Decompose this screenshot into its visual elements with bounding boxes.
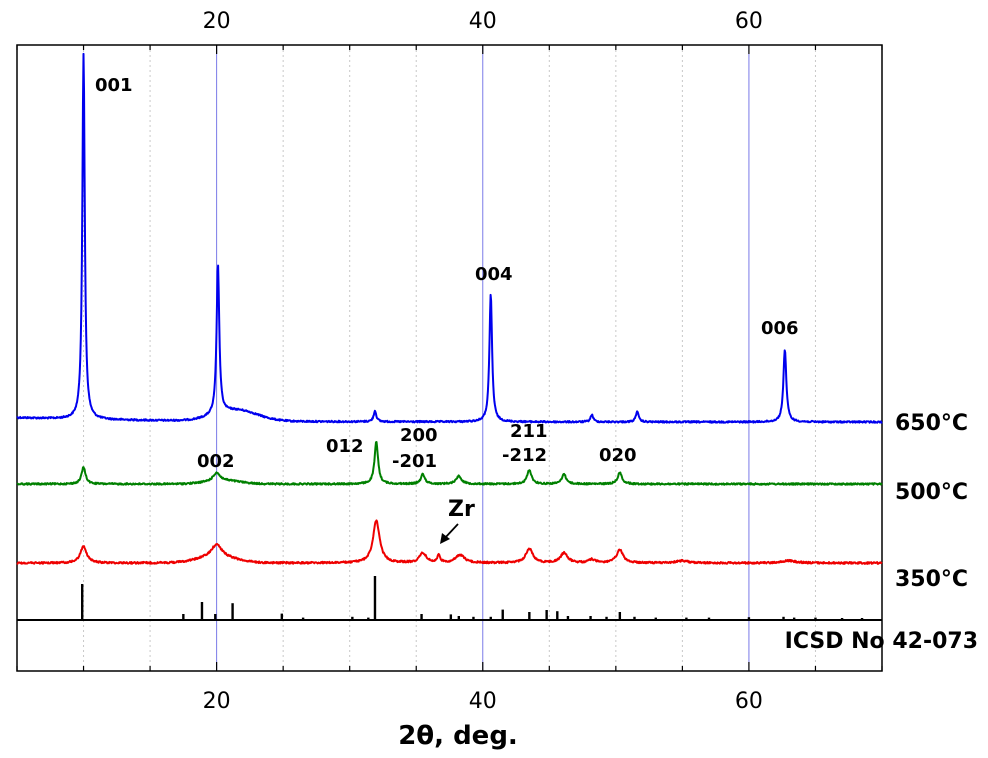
- x-tick-label-bottom-60: 60: [735, 689, 763, 714]
- x-tick-label-bottom-20: 20: [203, 689, 231, 714]
- peak-label-020: 020: [599, 445, 637, 466]
- peak-label-200: 200: [400, 425, 438, 446]
- peak-label-006: 006: [761, 318, 799, 339]
- zr-arrow: [440, 523, 459, 544]
- series-label-650: 650°C: [895, 411, 968, 436]
- series-line-500c: [16, 440, 883, 486]
- series-line-650c: [16, 52, 883, 424]
- tick-layer: 20 20 40 40 60 60: [16, 9, 883, 714]
- series-label-icsd: ICSD No 42-073: [785, 629, 978, 654]
- x-tick-label-top-60: 60: [735, 9, 763, 34]
- plot-frame: [16, 44, 883, 672]
- series-label-500: 500°C: [895, 480, 968, 505]
- peak-label-004: 004: [475, 264, 513, 285]
- peak-label-minus-201: -201: [392, 451, 437, 472]
- series-label-layer: 650°C 500°C 350°C ICSD No 42-073: [785, 411, 978, 654]
- zr-label: Zr: [448, 497, 475, 522]
- annotation-layer: 001 002 012 200 -201 004 211 -212 020 00…: [95, 75, 799, 544]
- peak-label-minus-212: -212: [502, 445, 547, 466]
- series-line-350c: [16, 519, 883, 565]
- x-axis-label: 2θ, deg.: [398, 721, 518, 751]
- series-layer: [16, 52, 883, 621]
- grid-layer: [83, 45, 816, 671]
- peak-label-211: 211: [510, 421, 548, 442]
- peak-label-012: 012: [326, 436, 364, 457]
- series-label-350: 350°C: [895, 567, 968, 592]
- x-tick-label-top-40: 40: [469, 9, 497, 34]
- peak-label-002: 002: [197, 451, 235, 472]
- x-tick-label-top-20: 20: [203, 9, 231, 34]
- peak-label-001: 001: [95, 75, 133, 96]
- x-tick-label-bottom-40: 40: [469, 689, 497, 714]
